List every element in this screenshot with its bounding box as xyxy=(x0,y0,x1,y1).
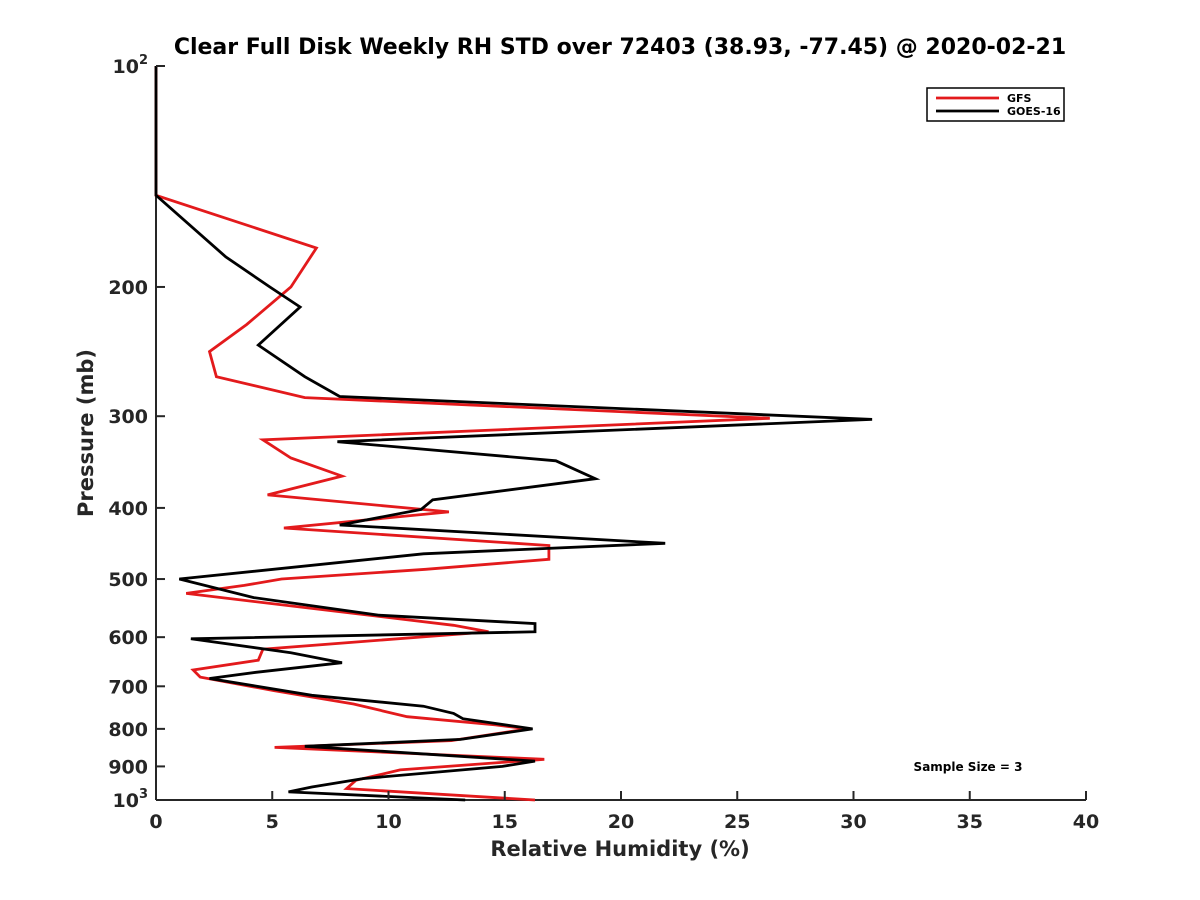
series-line-goes-16 xyxy=(154,66,873,802)
series-line-gfs xyxy=(154,66,770,802)
x-tick-label: 20 xyxy=(608,811,634,833)
y-tick-label: 500 xyxy=(108,569,148,591)
x-tick-label: 10 xyxy=(375,811,401,833)
y-tick-label: 400 xyxy=(108,498,148,520)
x-tick-label: 5 xyxy=(266,811,279,833)
chart-title: Clear Full Disk Weekly RH STD over 72403… xyxy=(174,35,1066,60)
y-tick-label: 103 xyxy=(113,787,149,812)
legend-box xyxy=(926,87,1065,122)
x-axis-label: Relative Humidity (%) xyxy=(490,837,749,861)
legend-label: GFS xyxy=(1007,92,1032,105)
series-layer xyxy=(154,66,873,802)
x-tick-label: 25 xyxy=(724,811,750,833)
y-tick-label: 700 xyxy=(108,676,148,698)
y-tick-label: 102 xyxy=(113,53,149,78)
y-tick-label: 600 xyxy=(108,627,148,649)
x-tick-label: 0 xyxy=(149,811,162,833)
x-tick-label: 30 xyxy=(840,811,866,833)
y-axis-label: Pressure (mb) xyxy=(74,349,98,517)
y-tick-label: 300 xyxy=(108,406,148,428)
sample-size-annotation: Sample Size = 3 xyxy=(914,760,1023,774)
legend-label: GOES-16 xyxy=(1007,105,1061,118)
y-tick-label: 900 xyxy=(108,756,148,778)
plot-area xyxy=(155,66,1086,801)
y-tick-label: 800 xyxy=(108,719,148,741)
y-tick-label: 200 xyxy=(108,277,148,299)
x-tick-label: 35 xyxy=(957,811,983,833)
x-tick-label: 15 xyxy=(492,811,518,833)
y-axis: 102 200 300 400 500 600 700 800 900 103 xyxy=(108,53,165,812)
x-axis: 0 5 10 15 20 25 30 35 40 xyxy=(149,791,1099,833)
x-tick-label: 40 xyxy=(1073,811,1099,833)
